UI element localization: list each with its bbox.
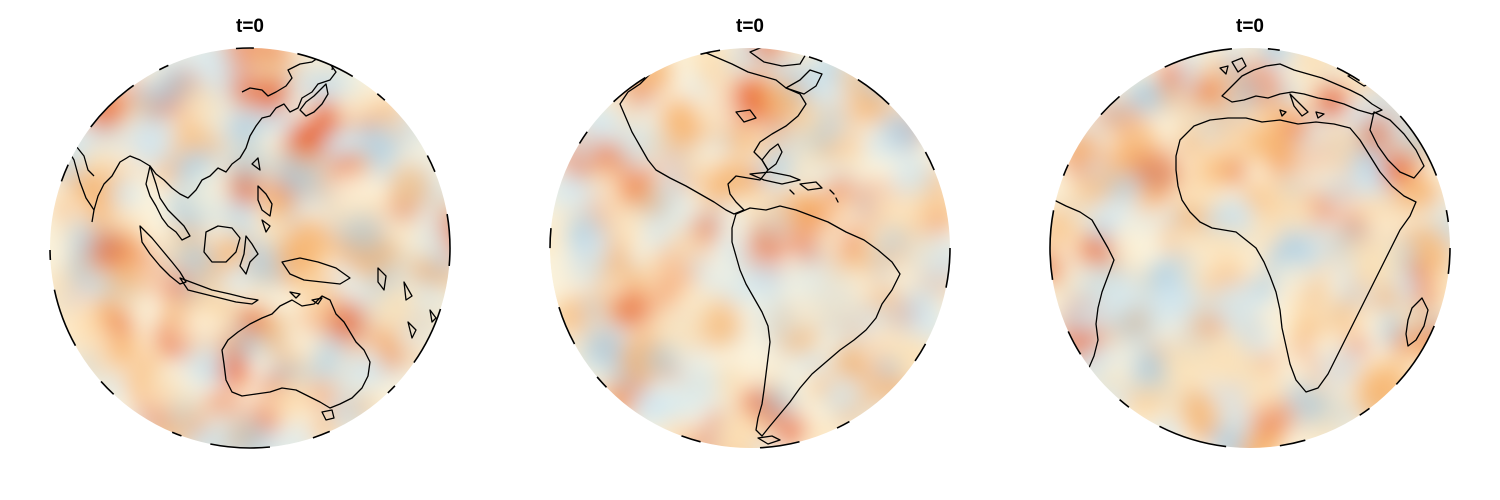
- coastline-south-america: [731, 205, 901, 437]
- coastline-north-america: [619, 49, 807, 215]
- coastline-sumatra: [179, 277, 259, 305]
- coastline-new-guinea: [281, 257, 351, 285]
- coastline-cuba: [749, 171, 801, 185]
- coastline-great-lakes: [735, 109, 757, 123]
- sphere-edge: [49, 47, 451, 449]
- sphere-edge: [1049, 47, 1451, 449]
- coastline-tasmania: [321, 409, 335, 421]
- coastlines: [1053, 57, 1429, 393]
- coastline-greenland: [749, 48, 807, 67]
- panel-title: t=0: [1236, 16, 1264, 37]
- globe-panel-2: t=0: [500, 0, 1000, 500]
- panel-title: t=0: [236, 16, 264, 37]
- coastlines: [619, 48, 901, 445]
- coastline-british-isles: [1219, 57, 1247, 75]
- coastline-borneo: [203, 225, 241, 263]
- coastline-australia: [221, 295, 371, 409]
- coastline-arabia: [1369, 111, 1425, 179]
- sphere-edge: [549, 47, 951, 449]
- coastline-pacific-islands: [407, 309, 437, 339]
- coastline-africa: [1175, 117, 1417, 393]
- coastline-caribbean: [789, 189, 839, 203]
- coastline-italy: [1289, 93, 1309, 117]
- coastline-philippines: [257, 185, 273, 233]
- coastline-florida: [761, 143, 783, 171]
- coastline-tierra-del-fuego: [757, 435, 781, 445]
- temperature-field: [1050, 48, 1450, 448]
- globe-americas: [549, 47, 951, 449]
- globe-panel-1: t=0: [0, 0, 500, 500]
- globe-asia-australia: [49, 47, 451, 449]
- globe-africa-europe: [1049, 47, 1451, 449]
- panel-title: t=0: [736, 16, 764, 37]
- coastline-japan: [299, 83, 329, 117]
- temperature-field: [550, 48, 950, 448]
- coastline-indochina: [145, 165, 191, 241]
- coastline-hispaniola: [799, 181, 823, 191]
- coastline-madagascar: [1405, 297, 1429, 347]
- coastline-europe: [1221, 63, 1383, 115]
- coastline-south-america-edge: [1053, 199, 1115, 385]
- globe-panel-3: t=0: [1000, 0, 1500, 500]
- coastline-east-asia: [91, 57, 337, 223]
- coastlines: [67, 51, 437, 421]
- coastline-sulawesi: [239, 235, 259, 275]
- coastline-taiwan: [251, 157, 261, 171]
- coastline-mediterranean-islands: [1279, 109, 1325, 119]
- temperature-field: [50, 48, 450, 448]
- coastline-labrador: [785, 69, 823, 95]
- coastline-islands: [289, 267, 413, 305]
